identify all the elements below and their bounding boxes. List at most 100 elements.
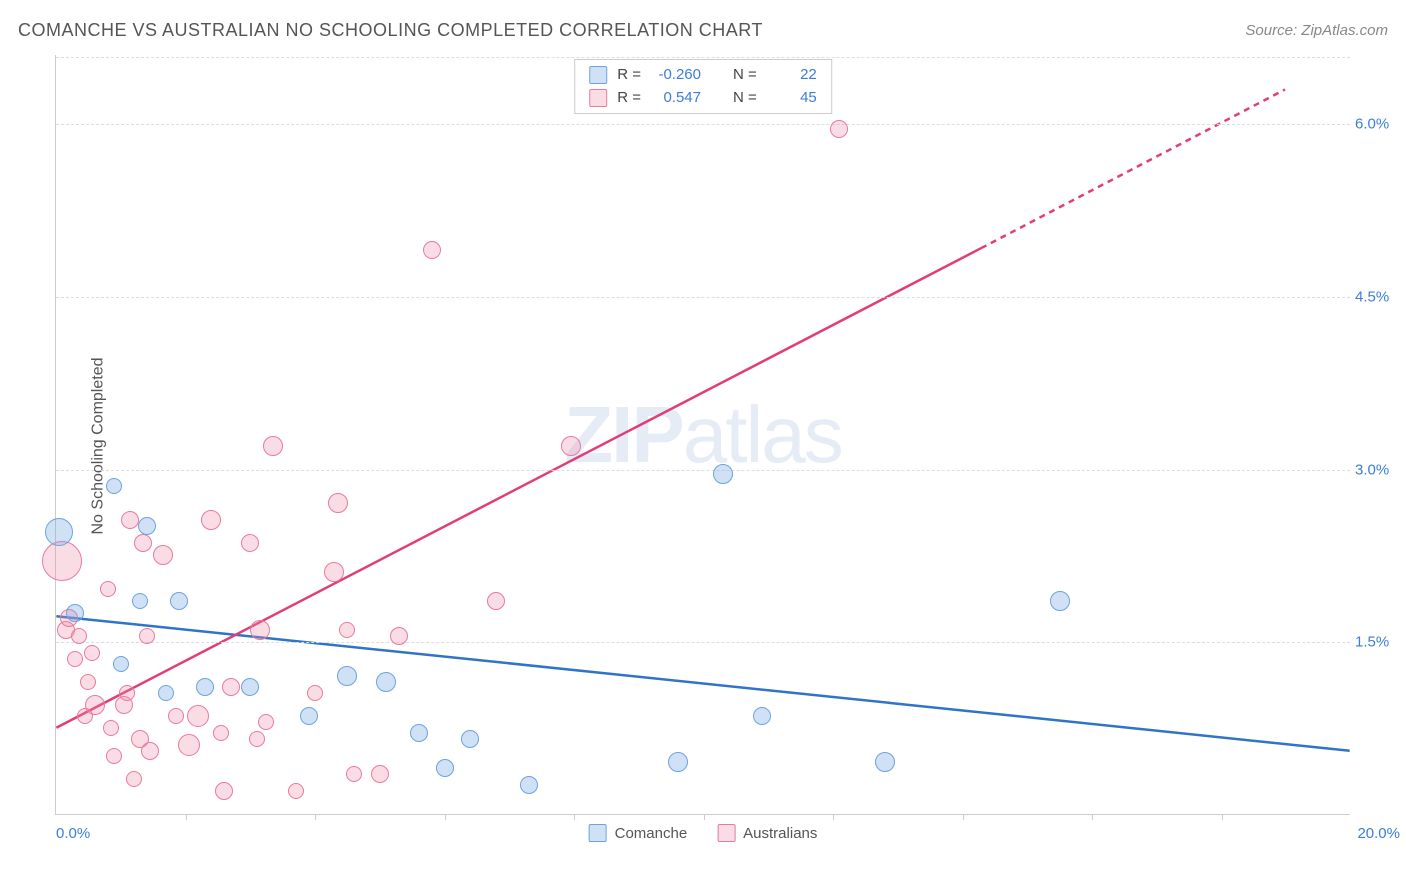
stats-row-comanche: R = -0.260 N = 22 bbox=[589, 64, 817, 87]
data-point-comanche bbox=[45, 518, 73, 546]
data-point-australians bbox=[423, 241, 441, 259]
data-point-comanche bbox=[132, 593, 148, 609]
data-point-australians bbox=[42, 541, 82, 581]
chart-plot-area: ZIPatlas R = -0.260 N = 22 R = 0.547 N =… bbox=[55, 55, 1350, 815]
gridline bbox=[56, 470, 1350, 471]
data-point-australians bbox=[346, 766, 362, 782]
data-point-comanche bbox=[410, 724, 428, 742]
data-point-australians bbox=[288, 783, 304, 799]
data-point-australians bbox=[141, 742, 159, 760]
data-point-australians bbox=[168, 708, 184, 724]
x-axis-max-label: 20.0% bbox=[1357, 825, 1400, 842]
swatch-comanche-icon bbox=[589, 824, 607, 842]
gridline bbox=[56, 124, 1350, 125]
data-point-australians bbox=[307, 685, 323, 701]
data-point-australians bbox=[153, 545, 173, 565]
watermark: ZIPatlas bbox=[564, 389, 841, 481]
data-point-australians bbox=[139, 628, 155, 644]
chart-title: COMANCHE VS AUSTRALIAN NO SCHOOLING COMP… bbox=[18, 20, 763, 41]
data-point-comanche bbox=[241, 678, 259, 696]
y-tick-label: 1.5% bbox=[1355, 634, 1400, 651]
data-point-australians bbox=[328, 493, 348, 513]
x-tick bbox=[574, 814, 575, 820]
data-point-comanche bbox=[436, 759, 454, 777]
data-point-comanche bbox=[66, 604, 84, 622]
data-point-australians bbox=[126, 771, 142, 787]
swatch-comanche-icon bbox=[589, 66, 607, 84]
x-axis-min-label: 0.0% bbox=[56, 825, 90, 842]
data-point-australians bbox=[201, 510, 221, 530]
data-point-australians bbox=[100, 581, 116, 597]
data-point-comanche bbox=[158, 685, 174, 701]
gridline bbox=[56, 57, 1350, 58]
data-point-australians bbox=[80, 674, 96, 690]
data-point-australians bbox=[561, 436, 581, 456]
data-point-australians bbox=[213, 725, 229, 741]
data-point-australians bbox=[390, 627, 408, 645]
data-point-australians bbox=[241, 534, 259, 552]
n-value-comanche: 22 bbox=[767, 64, 817, 87]
data-point-australians bbox=[258, 714, 274, 730]
data-point-australians bbox=[250, 620, 270, 640]
stats-row-australians: R = 0.547 N = 45 bbox=[589, 87, 817, 110]
data-point-australians bbox=[84, 645, 100, 661]
data-point-australians bbox=[134, 534, 152, 552]
data-point-australians bbox=[187, 705, 209, 727]
data-point-comanche bbox=[170, 592, 188, 610]
y-tick-label: 3.0% bbox=[1355, 461, 1400, 478]
x-tick bbox=[1222, 814, 1223, 820]
y-tick-label: 6.0% bbox=[1355, 116, 1400, 133]
data-point-comanche bbox=[713, 464, 733, 484]
data-point-australians bbox=[222, 678, 240, 696]
legend-item-comanche: Comanche bbox=[589, 824, 688, 842]
data-point-comanche bbox=[196, 678, 214, 696]
n-value-australians: 45 bbox=[767, 87, 817, 110]
data-point-australians bbox=[67, 651, 83, 667]
data-point-australians bbox=[371, 765, 389, 783]
data-point-comanche bbox=[668, 752, 688, 772]
gridline bbox=[56, 297, 1350, 298]
data-point-comanche bbox=[138, 517, 156, 535]
data-point-australians bbox=[178, 734, 200, 756]
bottom-legend: Comanche Australians bbox=[589, 824, 818, 842]
source-attribution: Source: ZipAtlas.com bbox=[1245, 22, 1388, 39]
data-point-australians bbox=[830, 120, 848, 138]
data-point-australians bbox=[106, 748, 122, 764]
legend-item-australians: Australians bbox=[717, 824, 817, 842]
gridline bbox=[56, 642, 1350, 643]
data-point-comanche bbox=[1050, 591, 1070, 611]
data-point-australians bbox=[119, 685, 135, 701]
data-point-australians bbox=[215, 782, 233, 800]
data-point-australians bbox=[263, 436, 283, 456]
data-point-comanche bbox=[461, 730, 479, 748]
y-tick-label: 4.5% bbox=[1355, 288, 1400, 305]
swatch-australians-icon bbox=[717, 824, 735, 842]
r-value-comanche: -0.260 bbox=[651, 64, 701, 87]
x-tick bbox=[445, 814, 446, 820]
r-value-australians: 0.547 bbox=[651, 87, 701, 110]
x-tick bbox=[704, 814, 705, 820]
data-point-comanche bbox=[113, 656, 129, 672]
data-point-australians bbox=[487, 592, 505, 610]
data-point-comanche bbox=[300, 707, 318, 725]
data-point-comanche bbox=[376, 672, 396, 692]
data-point-comanche bbox=[520, 776, 538, 794]
x-tick bbox=[963, 814, 964, 820]
x-tick bbox=[833, 814, 834, 820]
stats-legend-box: R = -0.260 N = 22 R = 0.547 N = 45 bbox=[574, 59, 832, 114]
regression-lines bbox=[56, 55, 1350, 814]
data-point-comanche bbox=[753, 707, 771, 725]
data-point-australians bbox=[103, 720, 119, 736]
data-point-australians bbox=[249, 731, 265, 747]
data-point-australians bbox=[324, 562, 344, 582]
swatch-australians-icon bbox=[589, 89, 607, 107]
data-point-australians bbox=[339, 622, 355, 638]
data-point-australians bbox=[71, 628, 87, 644]
x-tick bbox=[186, 814, 187, 820]
x-tick bbox=[1092, 814, 1093, 820]
data-point-comanche bbox=[337, 666, 357, 686]
data-point-comanche bbox=[875, 752, 895, 772]
data-point-comanche bbox=[106, 478, 122, 494]
header: COMANCHE VS AUSTRALIAN NO SCHOOLING COMP… bbox=[18, 20, 1388, 41]
x-tick bbox=[315, 814, 316, 820]
